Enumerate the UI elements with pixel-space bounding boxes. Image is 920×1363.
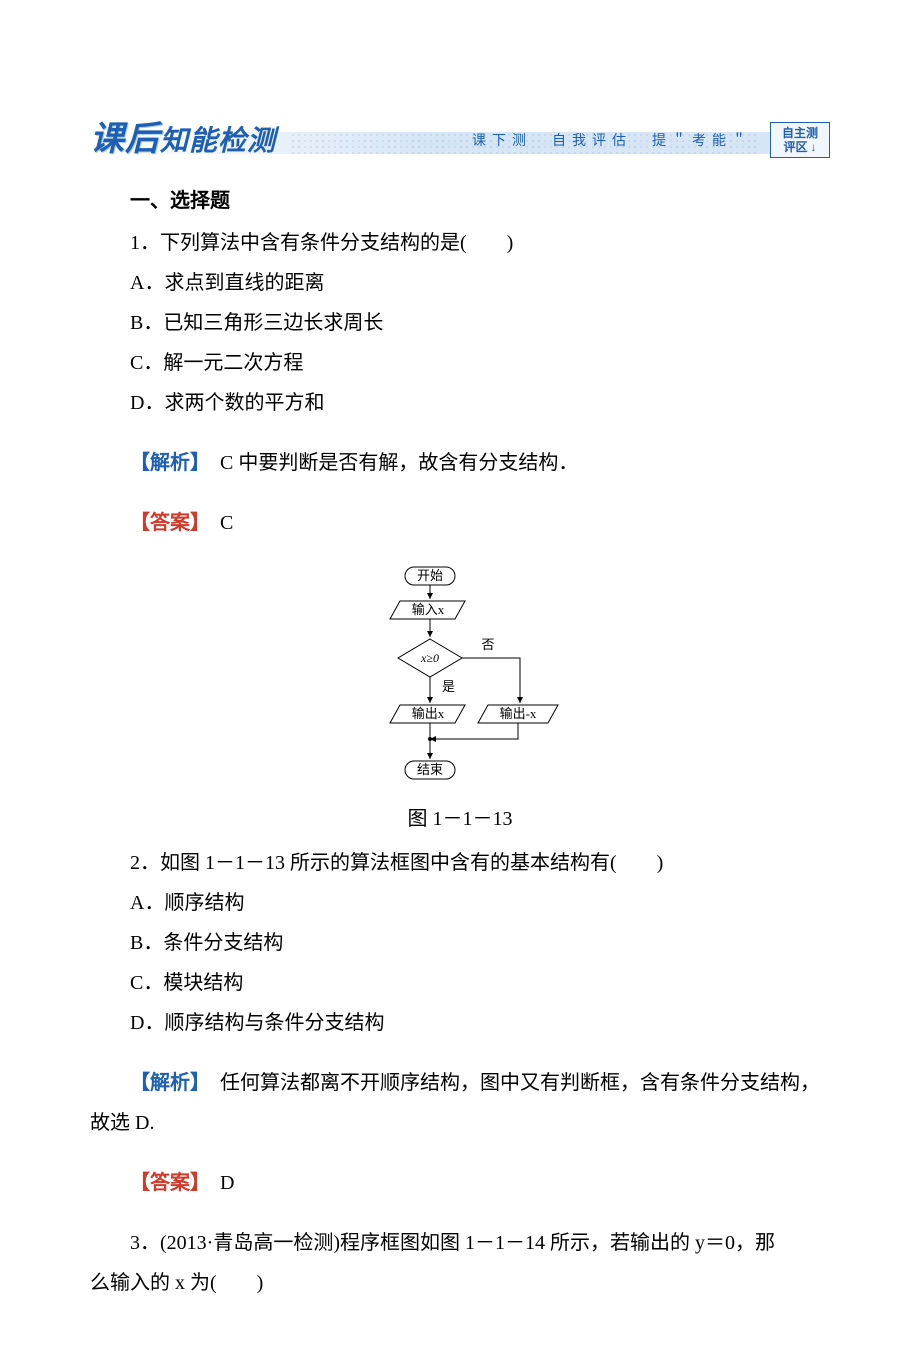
q1-opt-b: B．已知三角形三边长求周长 [130,303,830,343]
merge-dot [428,737,432,741]
banner-side-box: 自主测 评区 ↓ [770,122,830,158]
banner-title-big: 课后 [90,121,160,158]
chapter-banner: 课后知能检测 课下测 自我评估 提＂考能＂ 自主测 评区 ↓ [90,120,830,160]
label-end: 结束 [417,762,443,777]
flowchart-svg: 开始 输入x x≥0 是 否 输出x 输出-x [350,563,570,793]
answer-label: 【答案】 [130,1172,200,1194]
banner-subtitle: 课下测 自我评估 提＂考能＂ [472,130,752,150]
banner-title-rest: 知能检测 [160,126,276,157]
figure-caption: 图 1－1－13 [90,802,830,831]
q2-opt-d: D．顺序结构与条件分支结构 [130,1003,830,1043]
banner-box-line2: 评区 ↓ [783,140,816,154]
label-yes: 是 [442,679,455,694]
section-heading: 一、选择题 [130,184,830,213]
label-out1: 输出x [412,706,445,721]
q1-opt-d: D．求两个数的平方和 [130,383,830,423]
label-start: 开始 [417,568,443,583]
banner-box-line1: 自主测 [782,126,818,140]
q2-stem: 2．如图 1－1－13 所示的算法框图中含有的基本结构有( ) [90,843,830,883]
q1-opt-a: A．求点到直线的距离 [130,263,830,303]
analysis-label: 【解析】 [130,1072,200,1094]
figure-1-1-13: 开始 输入x x≥0 是 否 输出x 输出-x [90,563,830,798]
label-cond: x≥0 [420,651,439,665]
answer-label: 【答案】 [130,512,200,534]
q1-answer-row: 【答案】 C [90,503,830,543]
edge-merge-right [430,723,518,739]
q2-opt-b: B．条件分支结构 [130,923,830,963]
q2-analysis-row: 【解析】 任何算法都离不开顺序结构，图中又有判断框，含有条件分支结构，故选 D. [90,1063,830,1143]
q1-answer-text: C [200,512,233,534]
q2-analysis-text: 任何算法都离不开顺序结构，图中又有判断框，含有条件分支结构，故选 D. [90,1072,820,1134]
q1-analysis-row: 【解析】 C 中要判断是否有解，故含有分支结构． [90,443,830,483]
edge-no [462,658,520,703]
q1-analysis-text: C 中要判断是否有解，故含有分支结构． [200,452,578,474]
q1-stem: 1．下列算法中含有条件分支结构的是( ) [90,223,830,263]
q3-stem-line2: 么输入的 x 为( ) [90,1263,830,1303]
label-no: 否 [481,637,494,652]
analysis-label: 【解析】 [130,452,200,474]
q2-opt-a: A．顺序结构 [130,883,830,923]
q2-opt-c: C．模块结构 [130,963,830,1003]
q1-opt-c: C．解一元二次方程 [130,343,830,383]
banner-title: 课后知能检测 [90,111,276,160]
q3-stem-line1: 3．(2013·青岛高一检测)程序框图如图 1－1－14 所示，若输出的 y＝0… [90,1223,830,1263]
label-out2: 输出-x [500,706,537,721]
q2-answer-row: 【答案】 D [90,1163,830,1203]
q2-answer-text: D [200,1172,234,1194]
label-input: 输入x [412,602,445,617]
